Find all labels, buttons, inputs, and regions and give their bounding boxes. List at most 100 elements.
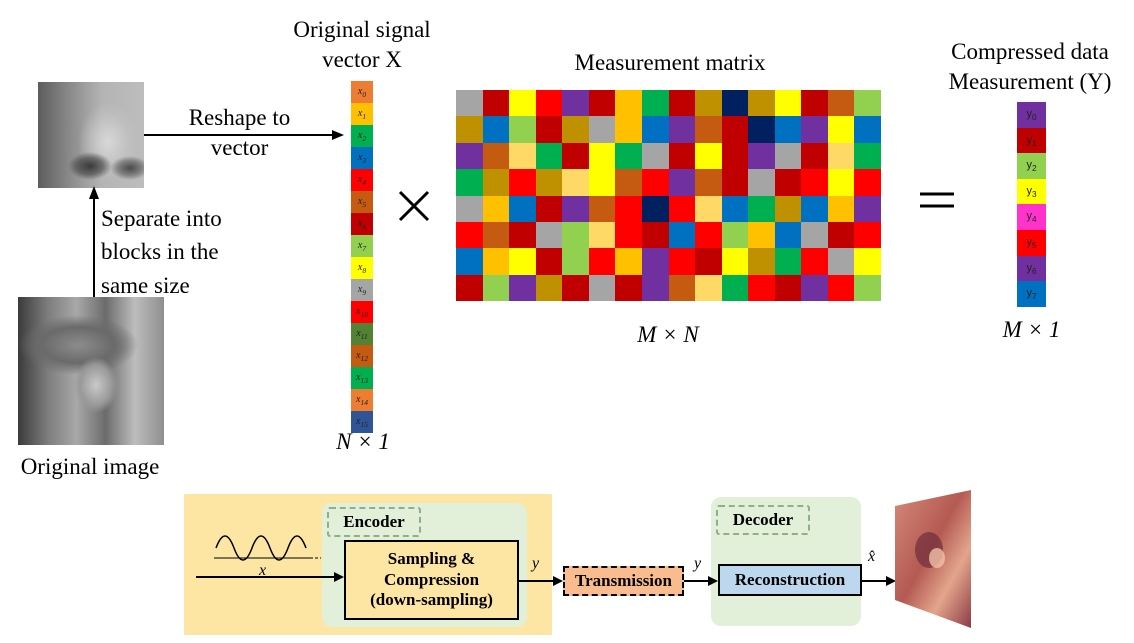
- matrix-cell-6-15: [854, 248, 881, 275]
- matrix-cell-5-13: [801, 221, 828, 249]
- matrix-cell-7-12: [774, 274, 802, 301]
- compressed-line1: Compressed data: [951, 39, 1109, 64]
- vector-x-cell-1: x1: [351, 103, 373, 125]
- matrix-cell-0-13: [801, 90, 828, 117]
- vector-y-cell-7: y7: [1017, 281, 1046, 307]
- matrix-cell-5-1: [482, 221, 510, 249]
- matrix-cell-7-0: [456, 274, 483, 301]
- matrix-cell-1-3: [535, 116, 563, 143]
- reshape-arrow: [144, 130, 344, 140]
- separate-line3: same size: [101, 272, 190, 298]
- matrix-cell-6-5: [588, 248, 616, 275]
- matrix-cell-3-6: [615, 169, 642, 196]
- x-signal-label: x: [259, 562, 267, 579]
- matrix-cell-1-14: [827, 116, 855, 143]
- vector-y-cell-3: y3: [1017, 178, 1046, 205]
- matrix-cell-6-3: [535, 248, 563, 275]
- sampling-line2: Compression: [383, 569, 480, 589]
- matrix-cell-4-13: [801, 195, 828, 222]
- measurement-vector-y: y0 y1 y2 y3 y4 y5 y6 y7: [1017, 102, 1046, 307]
- matrix-cell-5-6: [615, 221, 642, 249]
- matrix-cell-4-15: [854, 195, 881, 222]
- y-label-2: y: [694, 555, 702, 572]
- original-signal-line1: Original signal: [293, 17, 431, 42]
- reconstruction-block: Reconstruction: [718, 564, 862, 596]
- matrix-cell-4-9: [695, 195, 722, 222]
- original-signal-line2: vector X: [322, 46, 402, 72]
- decoder-label: Decoder: [716, 505, 810, 535]
- matrix-cell-0-8: [668, 90, 696, 117]
- vector-x-cell-6: x6: [351, 213, 373, 235]
- multiply-symbol: [394, 186, 434, 226]
- matrix-cell-7-2: [509, 274, 536, 301]
- matrix-cell-0-0: [456, 90, 483, 117]
- vector-x-cell-11: x11: [351, 323, 373, 345]
- vector-x-cell-15: x15: [351, 411, 373, 433]
- matrix-cell-5-8: [668, 221, 696, 249]
- matrix-cell-5-4: [562, 221, 589, 249]
- matrix-cell-1-11: [748, 116, 775, 143]
- vector-x-cell-0: x0: [351, 81, 373, 103]
- vector-x-cell-2: x2: [351, 125, 373, 147]
- matrix-cell-0-12: [774, 90, 802, 117]
- sampling-line3: (down-sampling): [370, 590, 493, 610]
- vector-x-cell-7: x7: [351, 235, 373, 257]
- matrix-cell-6-2: [509, 248, 536, 275]
- matrix-cell-5-14: [827, 221, 855, 249]
- matrix-cell-0-3: [535, 90, 563, 117]
- matrix-cell-6-4: [562, 248, 589, 275]
- matrix-cell-1-9: [695, 116, 722, 143]
- matrix-cell-7-14: [827, 274, 855, 301]
- matrix-cell-7-3: [535, 274, 563, 301]
- matrix-cell-6-13: [801, 248, 828, 275]
- matrix-cell-7-11: [748, 274, 775, 301]
- signal-vector-x: x0 x1 x2 x3 x4 x5 x6 x7 x8 x9 x10 x11 x12 x13 x14 x15: [351, 81, 373, 433]
- measurement-matrix-grid: [456, 90, 881, 301]
- matrix-cell-0-6: [615, 90, 642, 117]
- sampling-compression-block: Sampling & Compression (down-sampling): [344, 540, 519, 620]
- matrix-cell-4-11: [748, 195, 775, 222]
- matrix-cell-7-8: [668, 274, 696, 301]
- measurement-matrix-label: Measurement matrix: [574, 50, 766, 75]
- n-by-1-label: N × 1: [336, 429, 390, 454]
- matrix-cell-1-0: [456, 116, 483, 143]
- vector-y-cell-2: y2: [1017, 153, 1046, 179]
- matrix-cell-1-1: [482, 116, 510, 143]
- vector-x-cell-13: x13: [351, 367, 373, 389]
- vector-y-cell-1: y1: [1017, 127, 1046, 154]
- matrix-cell-5-12: [774, 221, 802, 249]
- original-image-label: Original image: [20, 454, 160, 479]
- matrix-cell-2-9: [695, 142, 722, 170]
- matrix-cell-6-14: [827, 248, 855, 275]
- vector-y-cell-4: y4: [1017, 204, 1046, 230]
- matrix-cell-1-12: [774, 116, 802, 143]
- matrix-cell-0-10: [721, 90, 749, 117]
- vector-y-cell-5: y5: [1017, 229, 1046, 256]
- matrix-cell-4-2: [509, 195, 536, 222]
- matrix-cell-6-8: [668, 248, 696, 275]
- xhat-label: x̂: [868, 548, 876, 565]
- matrix-cell-1-4: [562, 116, 589, 143]
- matrix-cell-7-4: [562, 274, 589, 301]
- matrix-cell-0-9: [695, 90, 722, 117]
- matrix-cell-4-6: [615, 195, 642, 222]
- matrix-cell-3-2: [509, 169, 536, 196]
- m-by-1-label: M × 1: [1002, 317, 1061, 342]
- matrix-cell-5-15: [854, 221, 881, 249]
- vector-x-cell-9: x9: [351, 279, 373, 301]
- vector-x-cell-14: x14: [351, 389, 373, 411]
- matrix-cell-3-9: [695, 169, 722, 196]
- matrix-cell-5-2: [509, 221, 536, 249]
- matrix-cell-5-5: [588, 221, 616, 249]
- matrix-cell-5-7: [641, 221, 669, 249]
- compressed-data-label: Compressed data Measurement (Y): [925, 37, 1134, 97]
- arrow-to-output: [862, 576, 896, 586]
- matrix-cell-0-7: [641, 90, 669, 117]
- matrix-cell-2-2: [509, 142, 536, 170]
- matrix-cell-2-8: [668, 142, 696, 170]
- vector-x-cell-8: x8: [351, 257, 373, 279]
- matrix-cell-1-10: [721, 116, 749, 143]
- matrix-cell-0-15: [854, 90, 881, 117]
- matrix-cell-4-5: [588, 195, 616, 222]
- matrix-cell-2-13: [801, 142, 828, 170]
